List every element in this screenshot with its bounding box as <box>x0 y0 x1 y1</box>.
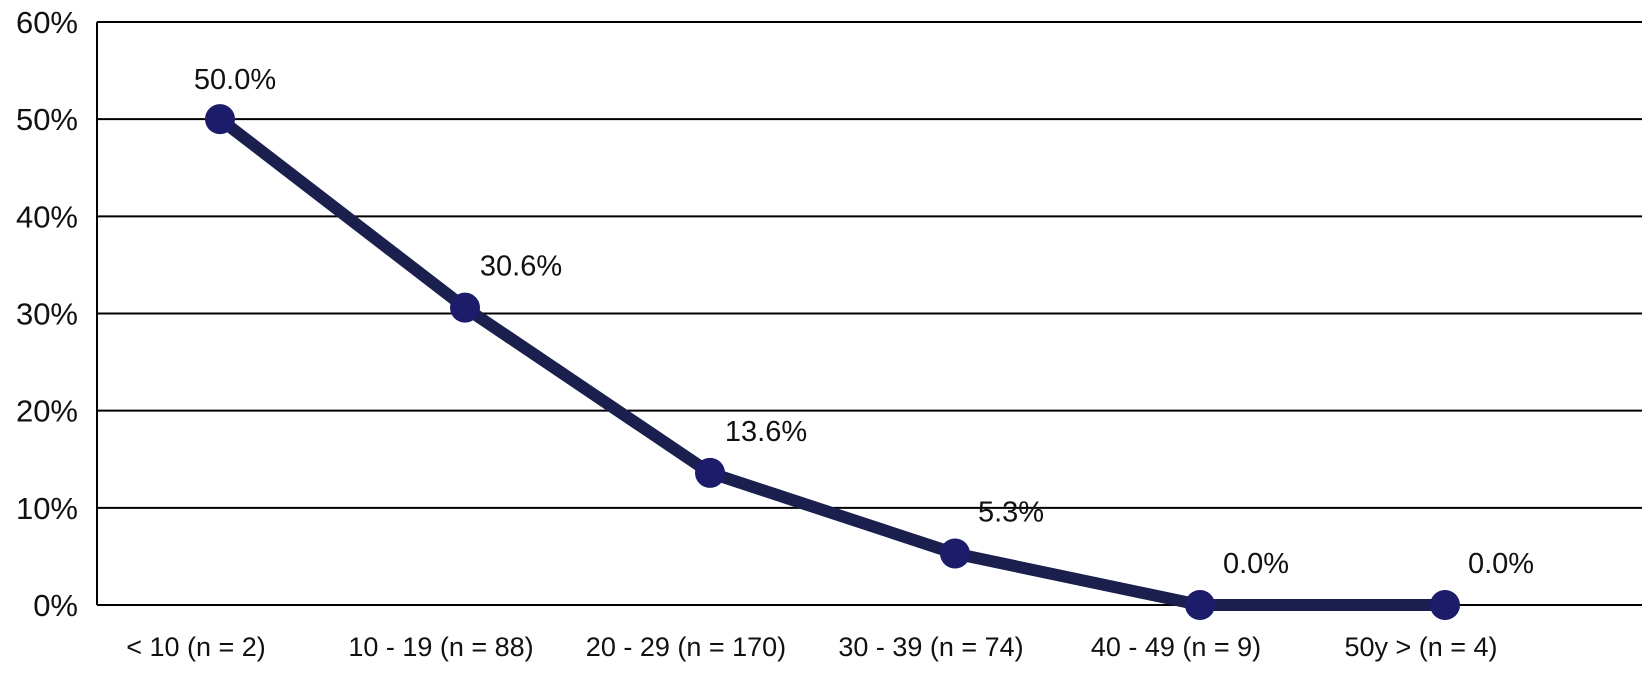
data-point <box>940 538 970 569</box>
data-label: 30.6% <box>480 251 562 283</box>
y-tick-label: 40% <box>16 199 78 234</box>
y-tick-label: 20% <box>16 394 78 429</box>
data-point <box>1185 590 1215 620</box>
x-axis-category-labels: < 10 (n = 2) 10 - 19 (n = 88) 20 - 29 (n =… <box>126 632 1497 662</box>
data-point <box>450 292 480 323</box>
y-tick-label: 30% <box>16 297 78 332</box>
x-category-label: 50y > (n = 4) <box>1344 632 1497 662</box>
y-axis-tick-labels: 0% 10% 20% 30% 40% 50% 60% <box>16 5 78 623</box>
series-line <box>214 113 1451 611</box>
gridlines <box>97 21 1642 606</box>
x-category-label: 40 - 49 (n = 9) <box>1091 632 1261 662</box>
data-label: 0.0% <box>1468 548 1534 580</box>
y-tick-label: 50% <box>16 102 78 137</box>
x-category-label: 20 - 29 (n = 170) <box>586 632 786 662</box>
series-line-path <box>214 113 1451 611</box>
data-label: 13.6% <box>725 416 807 448</box>
data-labels: 50.0% 30.6% 13.6% 5.3% 0.0% 0.0% <box>194 64 1534 580</box>
data-point <box>1430 590 1460 620</box>
data-label: 5.3% <box>978 497 1044 529</box>
y-tick-label: 60% <box>16 5 78 40</box>
x-category-label: 30 - 39 (n = 74) <box>838 632 1023 662</box>
x-category-label: 10 - 19 (n = 88) <box>348 632 533 662</box>
y-tick-label: 10% <box>16 491 78 526</box>
data-point <box>695 457 725 488</box>
data-points <box>205 104 1460 620</box>
x-category-label: < 10 (n = 2) <box>126 632 266 662</box>
y-tick-label: 0% <box>33 588 78 623</box>
data-label: 50.0% <box>194 64 276 96</box>
data-point <box>205 104 235 135</box>
data-label: 0.0% <box>1223 548 1289 580</box>
